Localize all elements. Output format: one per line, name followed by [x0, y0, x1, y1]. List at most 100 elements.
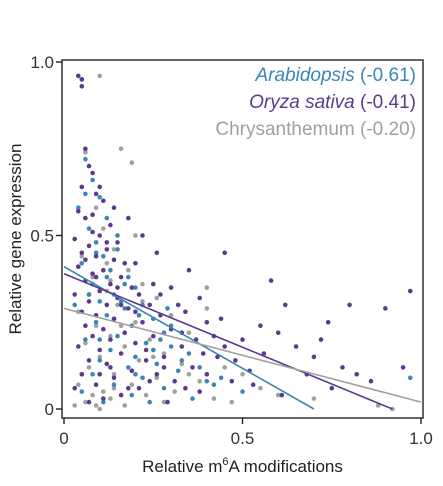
point-oryza-sativa-94: [133, 261, 138, 266]
point-chrysanthemum-19: [108, 333, 113, 339]
point-arabidopsis-49: [158, 337, 163, 342]
point-chrysanthemum-46: [93, 403, 99, 408]
point-oryza-sativa-110: [108, 365, 113, 370]
plot-frame: [61, 59, 424, 419]
point-arabidopsis-55: [197, 365, 202, 370]
point-oryza-sativa-97: [111, 205, 117, 210]
point-oryza-sativa-19: [93, 253, 99, 259]
point-chrysanthemum-13: [115, 302, 120, 308]
point-chrysanthemum-39: [90, 392, 95, 398]
point-oryza-sativa-82: [283, 302, 288, 308]
point-oryza-sativa-48: [108, 337, 113, 342]
point-arabidopsis-56: [218, 375, 224, 381]
point-oryza-sativa-53: [118, 351, 124, 356]
point-chrysanthemum-61: [204, 306, 210, 311]
point-oryza-sativa-15: [115, 240, 120, 245]
point-oryza-sativa-65: [136, 385, 142, 391]
point-oryza-sativa-102: [229, 378, 235, 384]
point-arabidopsis-35: [90, 372, 95, 377]
point-chrysanthemum-26: [222, 365, 227, 370]
point-chrysanthemum-41: [275, 392, 281, 398]
point-oryza-sativa-74: [233, 358, 238, 363]
point-chrysanthemum-27: [136, 358, 142, 363]
point-oryza-sativa-66: [197, 389, 202, 394]
point-chrysanthemum-43: [211, 396, 217, 401]
x-axis-title: Relative m6A modifications: [142, 456, 343, 476]
point-chrysanthemum-29: [86, 365, 92, 370]
point-oryza-sativa-131: [250, 382, 256, 388]
x-axis-title-suffix: A modifications: [229, 457, 343, 476]
point-oryza-sativa-46: [90, 333, 95, 339]
point-chrysanthemum-23: [122, 344, 127, 349]
point-oryza-sativa-0: [76, 73, 81, 79]
point-arabidopsis-51: [93, 250, 99, 256]
point-chrysanthemum-1: [83, 149, 88, 155]
point-oryza-sativa-16: [86, 243, 92, 249]
point-chrysanthemum-44: [83, 399, 88, 405]
point-oryza-sativa-88: [329, 385, 335, 391]
point-arabidopsis-25: [83, 337, 88, 342]
point-arabidopsis-63: [133, 372, 138, 377]
point-oryza-sativa-47: [151, 333, 156, 339]
point-arabidopsis-47: [136, 313, 142, 318]
point-oryza-sativa-115: [83, 257, 88, 263]
point-oryza-sativa-8: [101, 198, 106, 204]
point-oryza-sativa-70: [183, 309, 188, 315]
point-oryza-sativa-49: [133, 340, 138, 346]
point-chrysanthemum-47: [122, 403, 127, 408]
point-chrysanthemum-35: [129, 382, 135, 388]
point-oryza-sativa-86: [408, 288, 413, 294]
point-chrysanthemum-38: [172, 389, 177, 394]
point-chrysanthemum-32: [154, 375, 160, 381]
point-chrysanthemum-48: [229, 399, 235, 405]
point-oryza-sativa-105: [147, 378, 152, 384]
point-arabidopsis-27: [168, 344, 174, 349]
point-oryza-sativa-5: [90, 170, 95, 176]
point-oryza-sativa-61: [154, 372, 160, 377]
point-oryza-sativa-42: [83, 323, 88, 329]
point-arabidopsis-12: [126, 274, 131, 280]
point-oryza-sativa-10: [83, 215, 88, 221]
point-chrysanthemum-59: [111, 385, 117, 391]
point-chrysanthemum-34: [76, 382, 81, 388]
point-oryza-sativa-87: [383, 306, 388, 311]
point-chrysanthemum-5: [101, 226, 106, 231]
point-chrysanthemum-58: [97, 406, 102, 412]
point-oryza-sativa-25: [118, 274, 124, 280]
fit-line-chrysanthemum: [63, 307, 422, 403]
axis-ticks: 0 0.5 1.0 0 0.5 1.0: [30, 53, 432, 448]
point-oryza-sativa-6: [79, 184, 85, 190]
legend-value-arabidopsis: (-0.61): [355, 65, 416, 86]
point-chrysanthemum-10: [140, 281, 145, 287]
point-arabidopsis-26: [143, 340, 149, 346]
point-oryza-sativa-60: [79, 372, 85, 377]
point-oryza-sativa-99: [175, 302, 181, 308]
point-arabidopsis-6: [86, 226, 92, 231]
point-oryza-sativa-113: [115, 285, 120, 290]
point-arabidopsis-39: [161, 385, 167, 391]
point-oryza-sativa-13: [97, 233, 102, 238]
point-arabidopsis-59: [115, 233, 120, 238]
point-chrysanthemum-30: [240, 372, 245, 377]
point-oryza-sativa-12: [90, 229, 95, 235]
point-oryza-sativa-51: [179, 344, 185, 349]
point-oryza-sativa-1: [79, 77, 85, 82]
point-oryza-sativa-114: [93, 274, 99, 280]
legend-entry-arabidopsis: Arabidopsis (-0.61): [254, 65, 416, 86]
point-arabidopsis-60: [83, 191, 88, 197]
point-chrysanthemum-60: [151, 354, 156, 360]
point-chrysanthemum-24: [161, 351, 167, 356]
point-arabidopsis-30: [133, 354, 138, 360]
point-oryza-sativa-4: [86, 163, 92, 169]
point-chrysanthemum-54: [140, 299, 145, 304]
point-oryza-sativa-125: [240, 337, 245, 342]
point-chrysanthemum-57: [72, 403, 77, 408]
point-oryza-sativa-9: [76, 208, 81, 214]
point-arabidopsis-54: [122, 281, 127, 287]
point-oryza-sativa-84: [354, 372, 360, 377]
point-arabidopsis-28: [108, 347, 113, 353]
point-oryza-sativa-63: [172, 378, 177, 384]
point-oryza-sativa-21: [122, 261, 127, 266]
point-chrysanthemum-17: [93, 323, 99, 329]
point-oryza-sativa-11: [108, 222, 113, 228]
